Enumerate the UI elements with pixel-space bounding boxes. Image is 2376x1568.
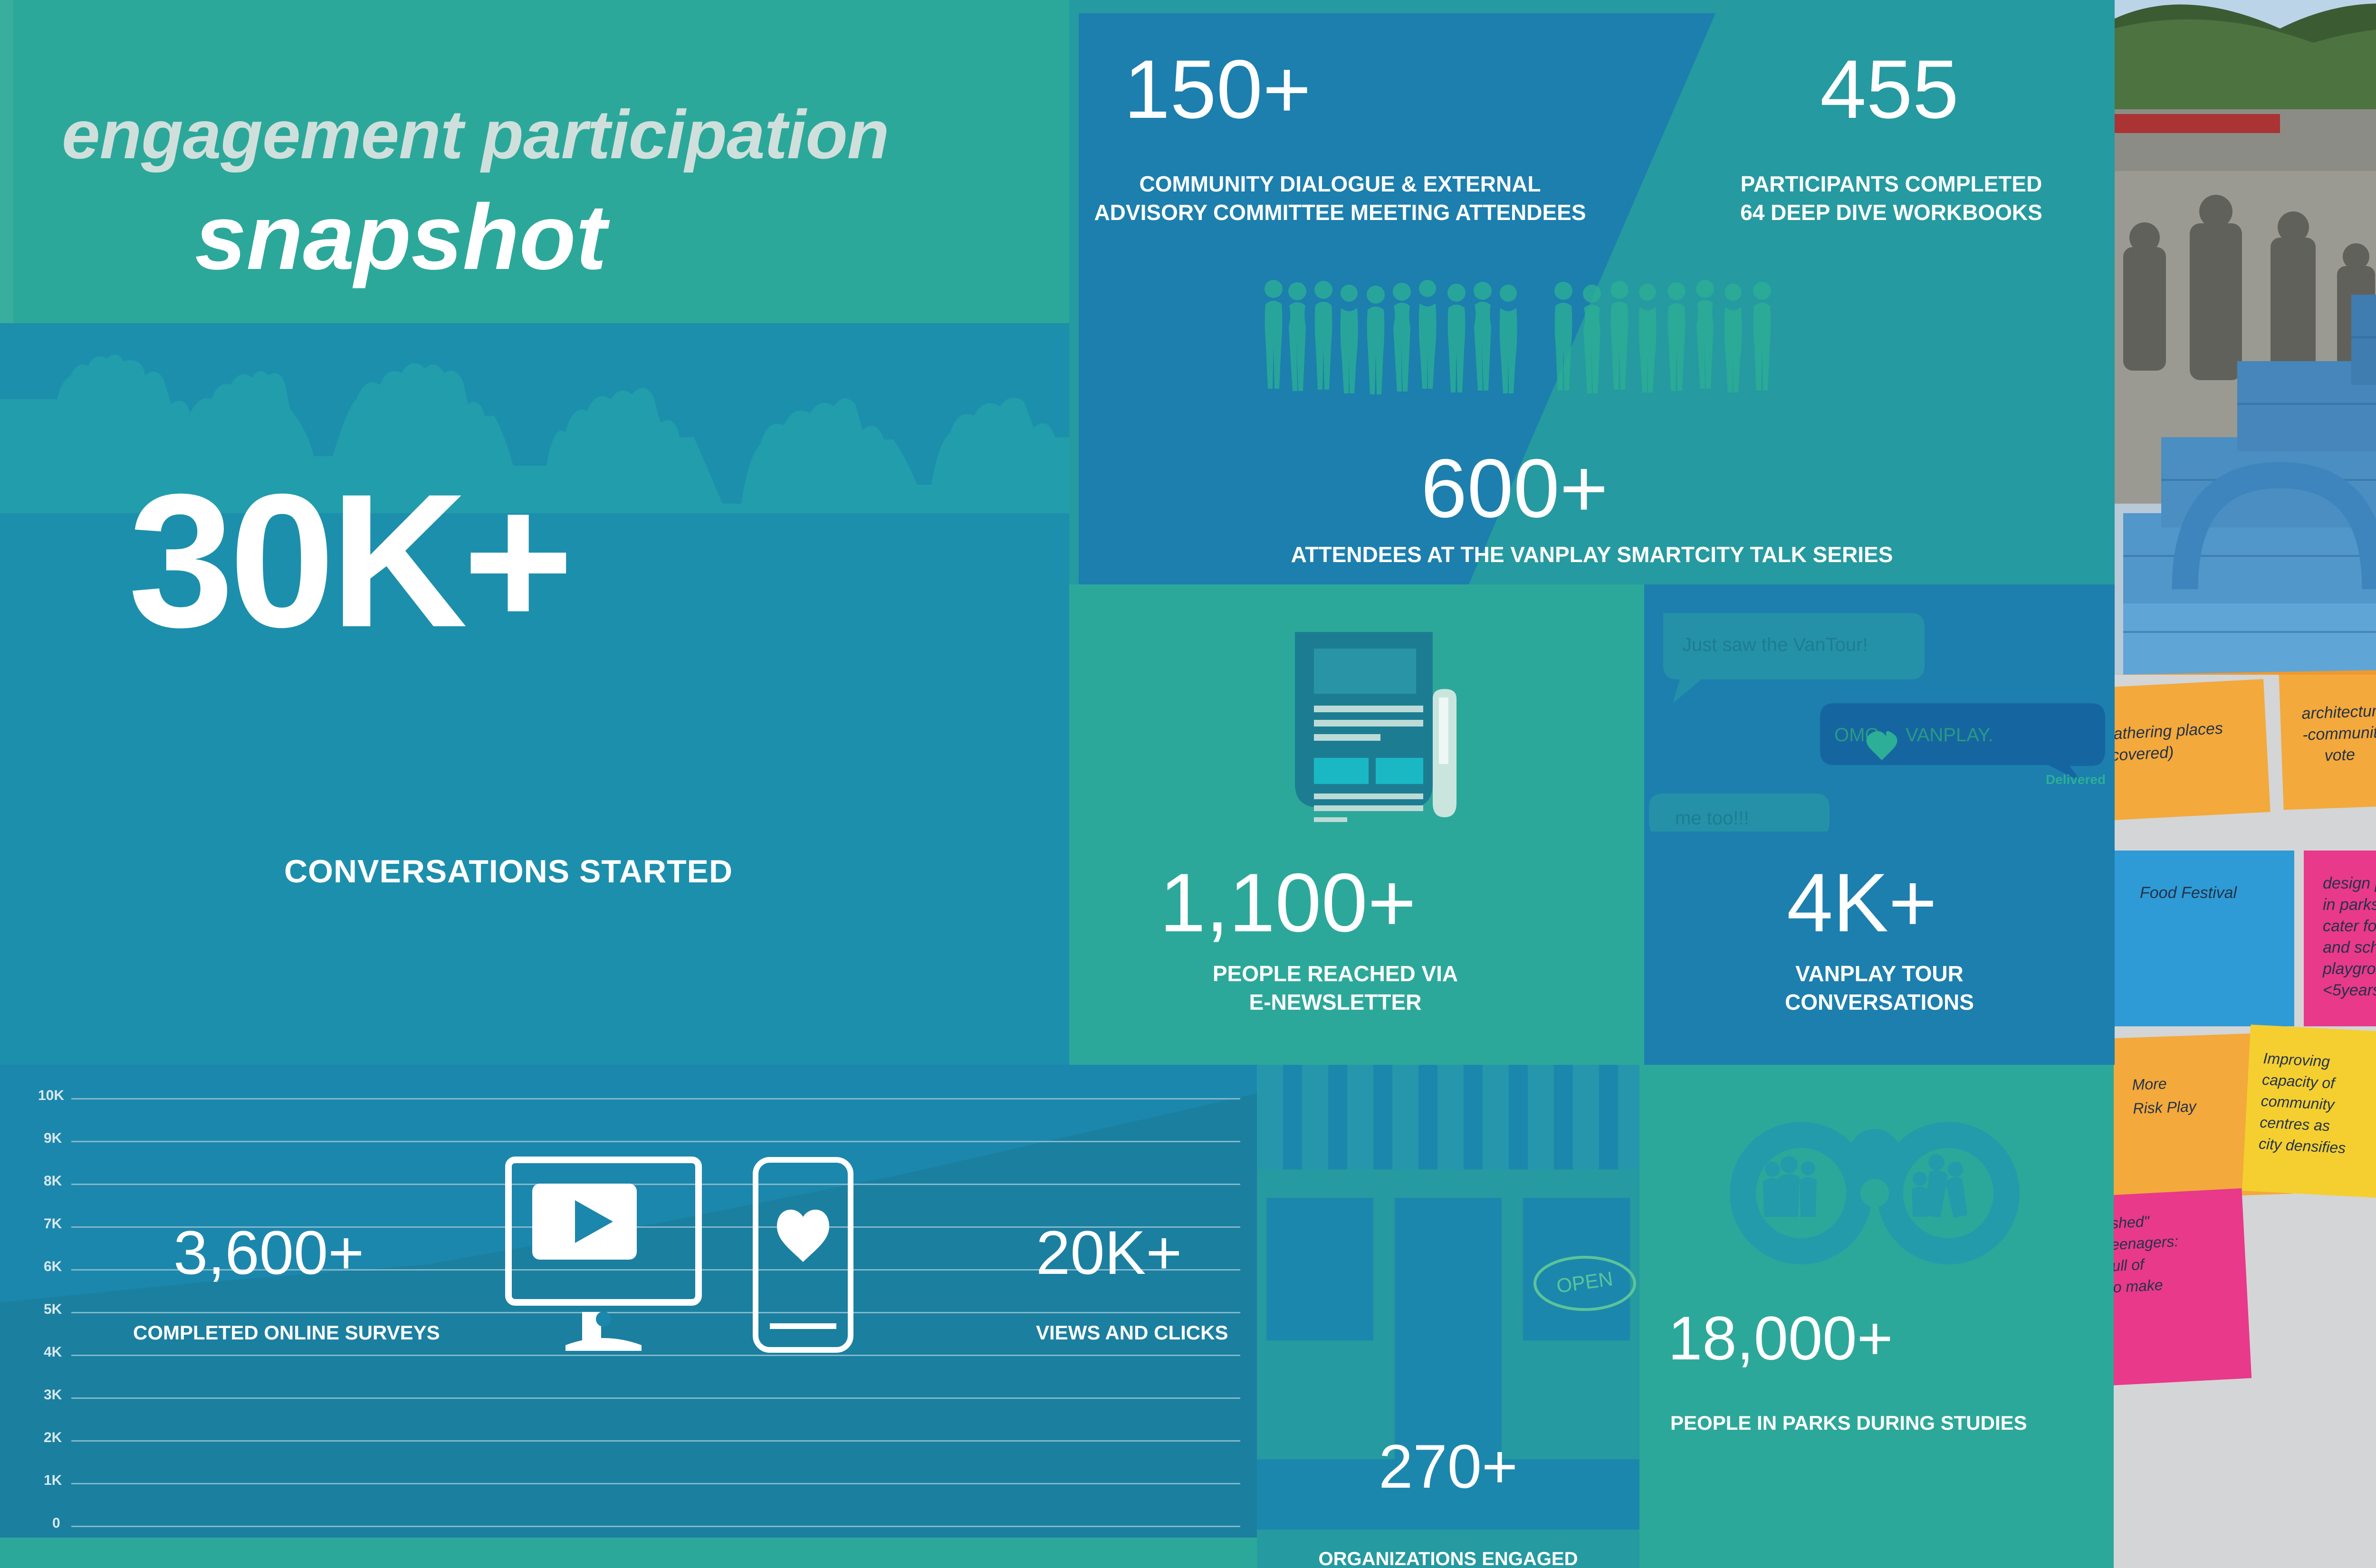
svg-text:Just saw the VanTour!: Just saw the VanTour! [1682,634,1868,655]
svg-text:More: More [2132,1075,2167,1093]
svg-text:design playgrounds: design playgrounds [2323,874,2376,892]
svg-text:cater for >5yrs: cater for >5yrs [2323,917,2376,935]
svg-text:OPEN: OPEN [1555,1267,1614,1297]
svg-text:playgrounds for: playgrounds for [2322,960,2376,978]
svg-text:Improving: Improving [2263,1050,2330,1070]
svg-text:Risk Play: Risk Play [2133,1098,2198,1117]
svg-text:me too!!!: me too!!! [1675,808,1749,829]
svg-text:vote: vote [2324,746,2356,765]
svg-text:<5years: <5years [2323,981,2376,999]
svg-text:Delivered: Delivered [2046,772,2106,787]
svg-text:to make: to make [2114,1276,2163,1296]
svg-text:"shed": "shed" [2114,1213,2150,1232]
svg-text:(covered): (covered) [2114,743,2174,765]
svg-text:and school (usys): and school (usys) [2323,938,2376,956]
svg-text:full of: full of [2114,1256,2146,1275]
svg-text:-community: -community [2302,723,2376,744]
svg-text:architecture: architecture [2301,702,2376,723]
svg-text:VANPLAY.: VANPLAY. [1906,725,1993,746]
svg-text:in parks to: in parks to [2323,896,2376,914]
svg-text:Food Festival: Food Festival [2140,884,2238,902]
